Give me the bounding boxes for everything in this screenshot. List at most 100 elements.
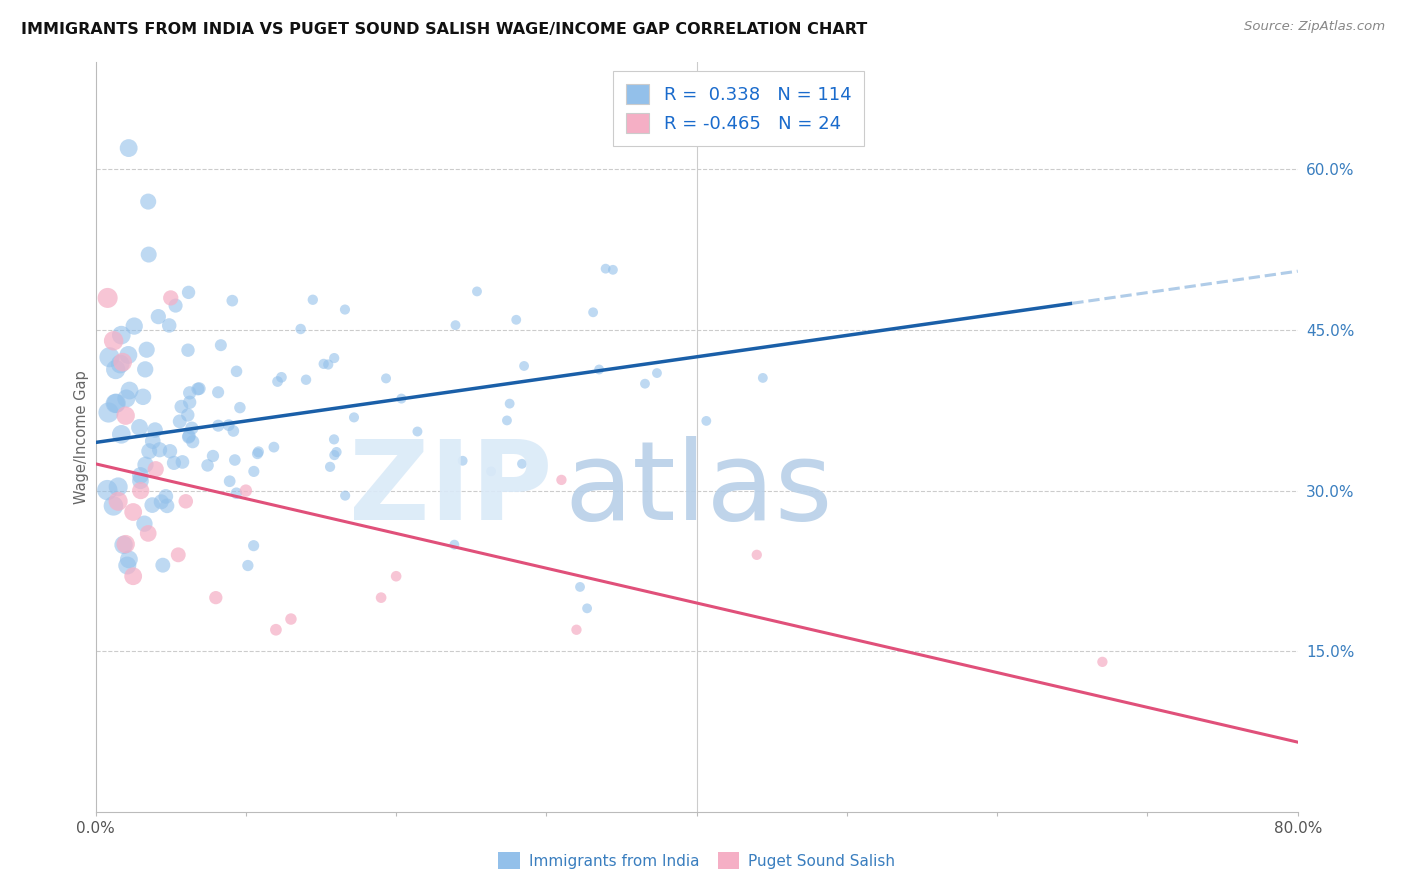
Point <box>236 558 259 573</box>
Point <box>169 414 191 428</box>
Point <box>323 433 346 447</box>
Point <box>107 494 129 508</box>
Point <box>134 458 156 472</box>
Point <box>242 539 264 553</box>
Point <box>110 427 132 442</box>
Point <box>181 434 204 449</box>
Point <box>505 313 527 327</box>
Point <box>465 285 488 299</box>
Point <box>122 505 145 519</box>
Point <box>103 334 125 348</box>
Point <box>634 376 657 391</box>
Point <box>188 382 211 396</box>
Point <box>122 569 145 583</box>
Text: IMMIGRANTS FROM INDIA VS PUGET SOUND SALISH WAGE/INCOME GAP CORRELATION CHART: IMMIGRANTS FROM INDIA VS PUGET SOUND SAL… <box>21 22 868 37</box>
Point <box>157 318 180 333</box>
Point <box>695 414 717 428</box>
Point <box>105 396 128 410</box>
Point <box>165 299 187 313</box>
Point <box>111 355 134 369</box>
Point <box>224 453 246 467</box>
Point <box>263 440 285 454</box>
Point <box>645 366 668 380</box>
Point <box>218 418 240 433</box>
Point <box>156 499 179 513</box>
Point <box>128 420 150 434</box>
Point <box>370 591 392 605</box>
Point <box>134 516 156 531</box>
Point <box>148 310 170 324</box>
Point <box>143 423 166 437</box>
Text: atlas: atlas <box>564 436 832 543</box>
Point <box>246 447 269 461</box>
Point <box>179 395 201 409</box>
Point <box>602 262 624 277</box>
Point <box>163 456 186 470</box>
Point <box>118 552 141 566</box>
Point <box>110 357 132 371</box>
Point <box>498 396 520 410</box>
Point <box>205 591 228 605</box>
Point <box>134 362 156 376</box>
Point <box>588 362 610 376</box>
Point <box>443 538 465 552</box>
Point <box>209 338 232 352</box>
Point <box>333 302 356 317</box>
Point <box>343 410 366 425</box>
Point <box>325 445 347 459</box>
Point <box>576 601 599 615</box>
Point <box>323 351 346 365</box>
Point <box>115 392 138 406</box>
Point <box>225 364 247 378</box>
Point <box>117 558 139 573</box>
Point <box>496 413 519 427</box>
Point <box>290 322 312 336</box>
Point <box>752 371 775 385</box>
Point <box>323 448 346 462</box>
Point <box>117 348 139 362</box>
Point <box>159 291 181 305</box>
Point <box>177 343 200 358</box>
Point <box>264 623 287 637</box>
Point <box>142 434 165 449</box>
Point <box>149 442 172 457</box>
Point <box>565 623 588 637</box>
Point <box>136 526 159 541</box>
Point <box>295 373 318 387</box>
Point <box>141 498 163 512</box>
Point <box>167 548 190 562</box>
Point <box>103 499 125 513</box>
Point <box>155 489 177 503</box>
Point <box>129 483 152 498</box>
Point <box>174 494 197 508</box>
Point <box>177 429 200 443</box>
Point <box>129 468 152 483</box>
Point <box>114 537 136 551</box>
Point <box>247 445 270 459</box>
Point <box>114 409 136 423</box>
Point <box>385 569 408 583</box>
Point <box>451 454 474 468</box>
Point <box>207 418 229 433</box>
Point <box>266 375 288 389</box>
Point <box>444 318 467 333</box>
Point <box>138 247 160 261</box>
Point <box>319 459 342 474</box>
Point <box>170 400 193 414</box>
Point <box>312 357 335 371</box>
Point <box>222 424 245 438</box>
Point <box>595 261 617 276</box>
Point <box>132 390 155 404</box>
Point <box>98 350 121 364</box>
Point <box>177 408 200 422</box>
Point <box>112 538 135 552</box>
Point <box>218 474 240 488</box>
Point <box>177 285 200 300</box>
Point <box>1091 655 1114 669</box>
Point <box>150 495 173 509</box>
Point <box>179 385 201 400</box>
Point <box>375 371 398 385</box>
Point <box>118 384 141 398</box>
Point <box>280 612 302 626</box>
Point <box>301 293 323 307</box>
